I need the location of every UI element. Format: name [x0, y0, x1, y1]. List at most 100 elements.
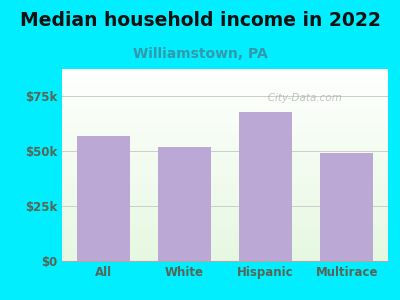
Bar — [62, 226, 388, 228]
Bar — [77, 136, 130, 261]
Bar — [62, 163, 388, 165]
Bar — [62, 92, 388, 94]
Bar — [62, 194, 388, 196]
Bar — [62, 221, 388, 223]
Bar — [62, 251, 388, 253]
Bar — [62, 86, 388, 88]
Bar — [62, 69, 388, 71]
Bar — [62, 211, 388, 213]
Bar — [62, 144, 388, 146]
Bar — [62, 125, 388, 127]
Bar — [62, 73, 388, 75]
Bar — [62, 111, 388, 113]
Bar — [62, 228, 388, 230]
Bar — [62, 150, 388, 152]
Bar — [62, 223, 388, 224]
Bar — [320, 154, 373, 261]
Bar — [62, 250, 388, 251]
Bar — [62, 82, 388, 84]
Bar — [62, 200, 388, 202]
Bar — [62, 188, 388, 190]
Bar — [62, 253, 388, 255]
Bar — [62, 109, 388, 111]
Bar — [62, 178, 388, 180]
Bar — [62, 217, 388, 219]
Bar — [62, 123, 388, 125]
Bar — [62, 113, 388, 115]
Bar — [62, 142, 388, 144]
Bar — [62, 180, 388, 182]
Bar — [62, 119, 388, 121]
Bar — [62, 79, 388, 80]
Bar — [62, 257, 388, 259]
Bar — [62, 207, 388, 209]
Text: Williamstown, PA: Williamstown, PA — [133, 46, 267, 61]
Bar — [62, 130, 388, 132]
Bar — [62, 159, 388, 161]
Bar — [62, 176, 388, 178]
Bar — [62, 182, 388, 184]
Bar — [62, 186, 388, 188]
Bar — [62, 100, 388, 102]
Bar — [62, 238, 388, 240]
Bar — [62, 198, 388, 200]
Bar — [62, 134, 388, 136]
Bar — [62, 157, 388, 159]
Bar — [62, 167, 388, 169]
Bar — [62, 240, 388, 242]
Bar — [62, 115, 388, 117]
Bar — [62, 203, 388, 205]
Bar — [62, 132, 388, 134]
Bar — [62, 71, 388, 73]
Bar — [62, 161, 388, 163]
Bar — [158, 147, 211, 261]
Bar — [62, 80, 388, 83]
Bar — [62, 209, 388, 211]
Bar — [62, 196, 388, 198]
Bar — [62, 146, 388, 148]
Bar — [62, 154, 388, 155]
Bar — [62, 148, 388, 150]
Bar — [62, 107, 388, 109]
Bar — [62, 171, 388, 173]
Bar — [62, 106, 388, 107]
Bar — [62, 190, 388, 192]
Bar — [62, 121, 388, 123]
Bar — [62, 96, 388, 98]
Text: City-Data.com: City-Data.com — [258, 93, 342, 103]
Bar — [62, 94, 388, 96]
Bar — [62, 205, 388, 207]
Bar — [62, 165, 388, 167]
Bar — [62, 75, 388, 77]
Bar — [62, 236, 388, 238]
Bar — [62, 103, 388, 106]
Bar — [62, 84, 388, 86]
Bar — [62, 202, 388, 203]
Bar — [62, 140, 388, 142]
Bar — [62, 169, 388, 171]
Bar — [62, 242, 388, 244]
Bar — [62, 90, 388, 92]
Bar — [62, 88, 388, 90]
Bar — [239, 112, 292, 261]
Bar — [62, 246, 388, 248]
Bar — [62, 128, 388, 130]
Bar — [62, 224, 388, 226]
Text: Median household income in 2022: Median household income in 2022 — [20, 11, 380, 29]
Bar — [62, 102, 388, 103]
Bar — [62, 152, 388, 154]
Bar — [62, 234, 388, 236]
Bar — [62, 244, 388, 246]
Bar — [62, 255, 388, 257]
Bar — [62, 219, 388, 221]
Bar — [62, 117, 388, 119]
Bar — [62, 127, 388, 128]
Bar — [62, 155, 388, 157]
Bar — [62, 136, 388, 138]
Bar — [62, 98, 388, 100]
Bar — [62, 184, 388, 186]
Bar — [62, 230, 388, 232]
Bar — [62, 138, 388, 140]
Bar — [62, 259, 388, 261]
Bar — [62, 213, 388, 215]
